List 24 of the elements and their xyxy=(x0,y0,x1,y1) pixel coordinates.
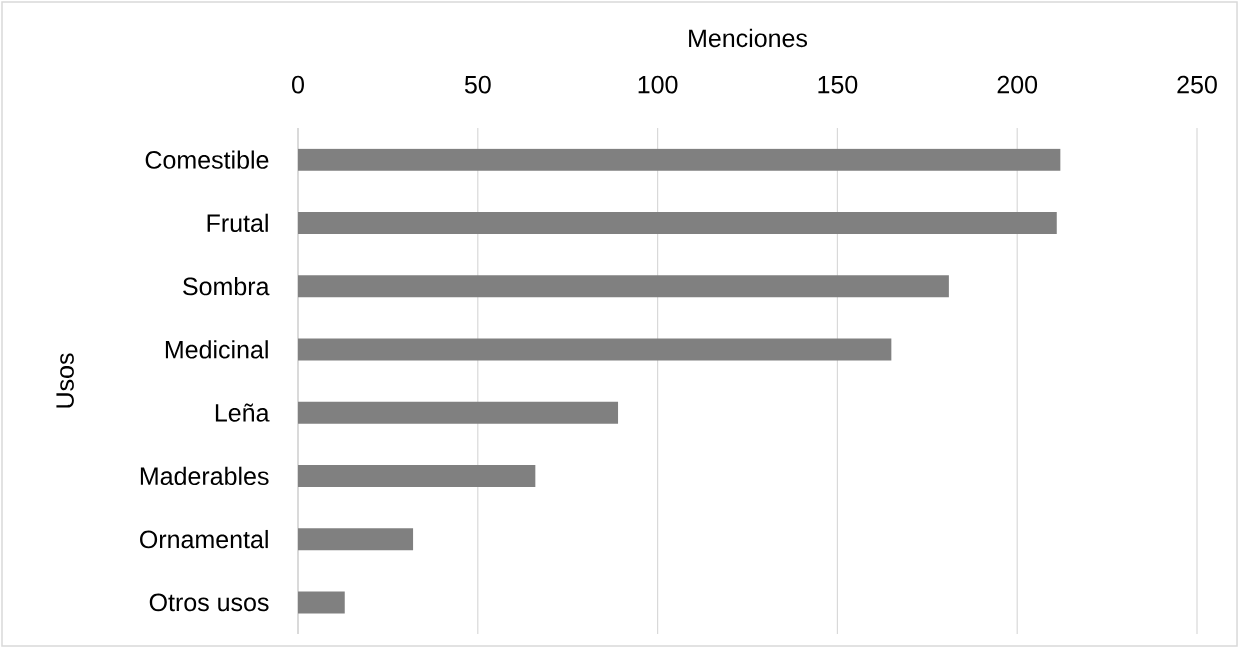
x-axis-title: Menciones xyxy=(689,28,808,48)
bar xyxy=(298,528,414,551)
x-tick-label: 150 xyxy=(818,75,858,94)
y-tick-label: Otros usos xyxy=(149,593,269,612)
y-tick-label: Sombra xyxy=(183,276,270,296)
y-axis-title: Usos xyxy=(56,353,74,408)
y-tick-label: Ornamental xyxy=(140,529,268,549)
bar xyxy=(298,275,949,298)
bar xyxy=(298,464,536,487)
bar xyxy=(298,591,345,614)
x-tick-label: 200 xyxy=(997,75,1038,94)
x-tick-label: 50 xyxy=(464,75,491,94)
y-tick-label: Comestible xyxy=(145,150,269,169)
x-tick-label: 0 xyxy=(292,75,304,94)
x-tick-label: 250 xyxy=(1177,75,1217,94)
y-tick-label: Maderables xyxy=(140,466,269,486)
bar xyxy=(298,401,619,424)
y-tick-label: Leña xyxy=(215,403,270,422)
y-tick-label: Frutal xyxy=(207,213,268,233)
x-tick-label: 100 xyxy=(638,75,678,94)
bar xyxy=(298,338,892,361)
y-tick-label: Medicinal xyxy=(165,340,268,359)
bar xyxy=(298,211,1057,234)
bar xyxy=(298,148,1061,171)
